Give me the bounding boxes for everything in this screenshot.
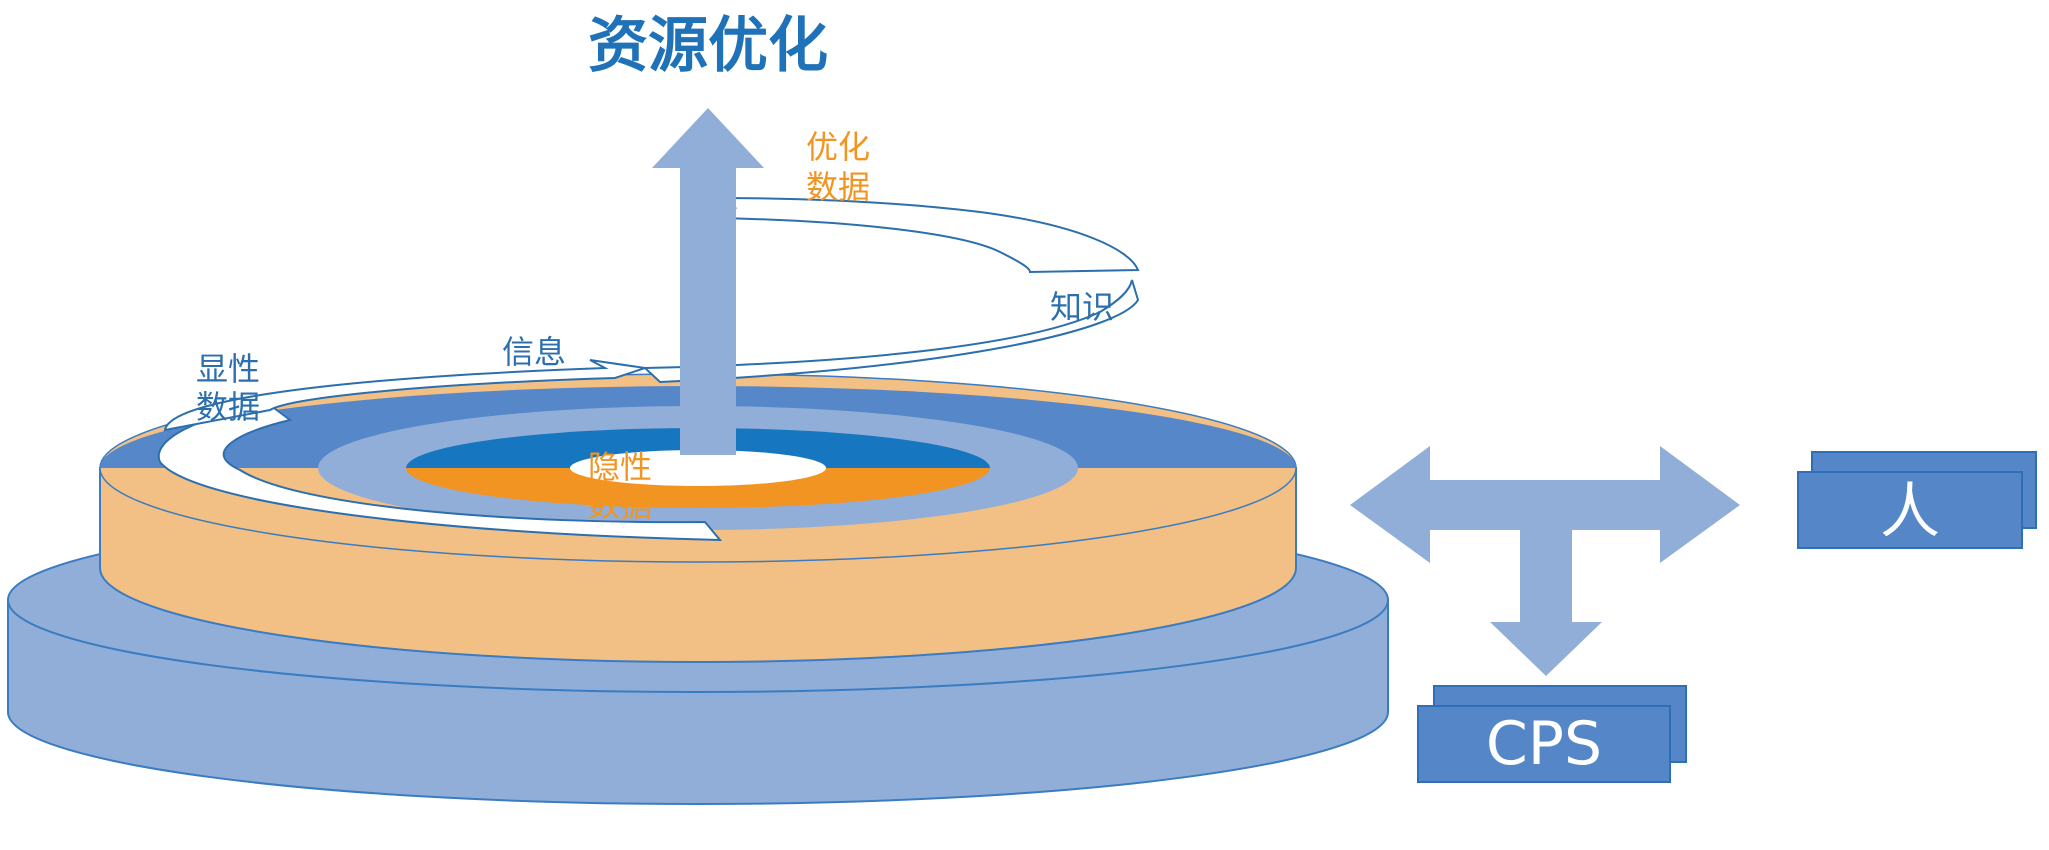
knowledge-label: 知识 (1050, 288, 1114, 326)
explicit-data-label-line2: 数据 (196, 388, 260, 426)
optimized-data-label-line1: 优化 (806, 128, 870, 166)
implicit-data-label-line1: 隐性 (588, 448, 652, 486)
page-title: 资源优化 (588, 11, 828, 81)
three-way-arrow-icon (1350, 446, 1740, 676)
explicit-data-label-line1: 显性 (196, 350, 260, 388)
top-ring (100, 386, 1296, 530)
cps-box: CPS (1417, 685, 1687, 783)
implicit-data-label-line2: 数据 (588, 486, 652, 524)
arrow-up-icon (652, 108, 764, 455)
person-box: 人 (1797, 451, 2037, 549)
optimized-data-label-line2: 数据 (806, 168, 870, 206)
cps-label: CPS (1486, 709, 1602, 779)
person-label: 人 (1880, 477, 1940, 547)
information-label: 信息 (502, 333, 566, 371)
